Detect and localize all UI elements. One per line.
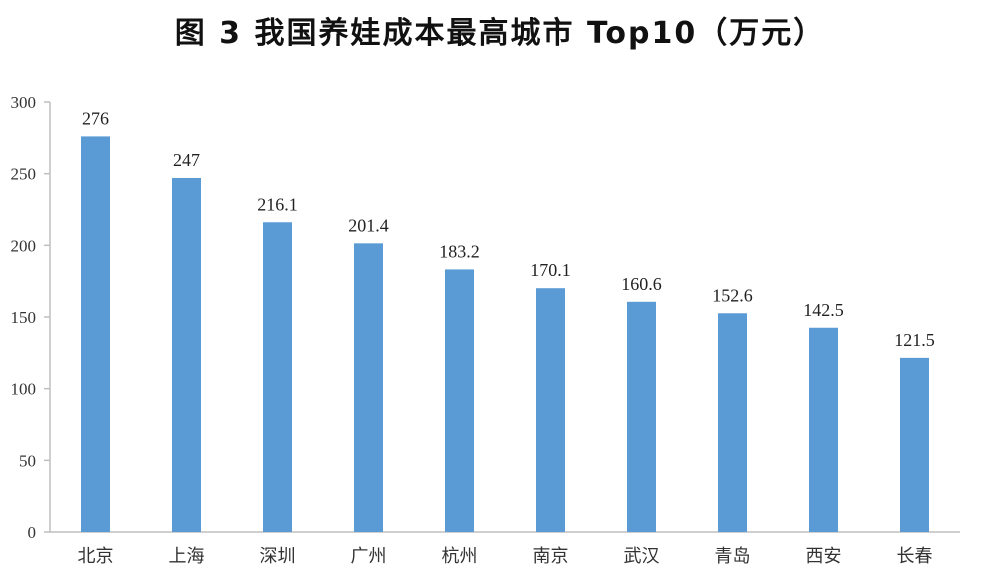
bar [172, 177, 201, 532]
data-label: 216.1 [257, 194, 298, 214]
data-label: 201.4 [348, 215, 389, 235]
x-category-label: 杭州 [442, 546, 478, 567]
bar [81, 136, 110, 532]
bar [354, 243, 383, 532]
data-label: 183.2 [439, 241, 480, 261]
bar [900, 357, 929, 532]
x-category-label: 武汉 [624, 546, 660, 567]
data-label: 152.6 [712, 285, 753, 305]
bar [445, 269, 474, 532]
data-label: 160.6 [621, 274, 662, 294]
bar [627, 301, 656, 532]
x-category-label: 长春 [897, 546, 933, 567]
data-label: 170.1 [530, 260, 571, 280]
y-tick-label: 150 [11, 308, 37, 327]
y-tick-label: 50 [19, 451, 36, 470]
x-category-label: 南京 [533, 546, 569, 567]
bar [263, 222, 292, 533]
x-category-label: 上海 [169, 546, 205, 567]
x-category-label: 深圳 [260, 546, 296, 567]
data-label: 276 [82, 108, 109, 128]
y-tick-label: 200 [11, 236, 37, 255]
y-tick-label: 100 [11, 380, 37, 399]
chart-title: 图 3 我国养娃成本最高城市 Top10（万元） [174, 16, 826, 51]
x-category-label: 北京 [78, 546, 114, 567]
y-tick-label: 300 [11, 93, 37, 112]
bar [809, 327, 838, 532]
data-label: 121.5 [894, 330, 935, 350]
y-tick-label: 0 [28, 523, 37, 542]
x-category-label: 广州 [351, 546, 387, 567]
data-label: 142.5 [803, 300, 844, 320]
data-label: 247 [173, 150, 200, 170]
bar [718, 313, 747, 532]
x-category-label: 西安 [806, 546, 842, 567]
y-tick-label: 250 [11, 165, 37, 184]
bar [536, 288, 565, 532]
x-category-label: 青岛 [715, 546, 751, 567]
